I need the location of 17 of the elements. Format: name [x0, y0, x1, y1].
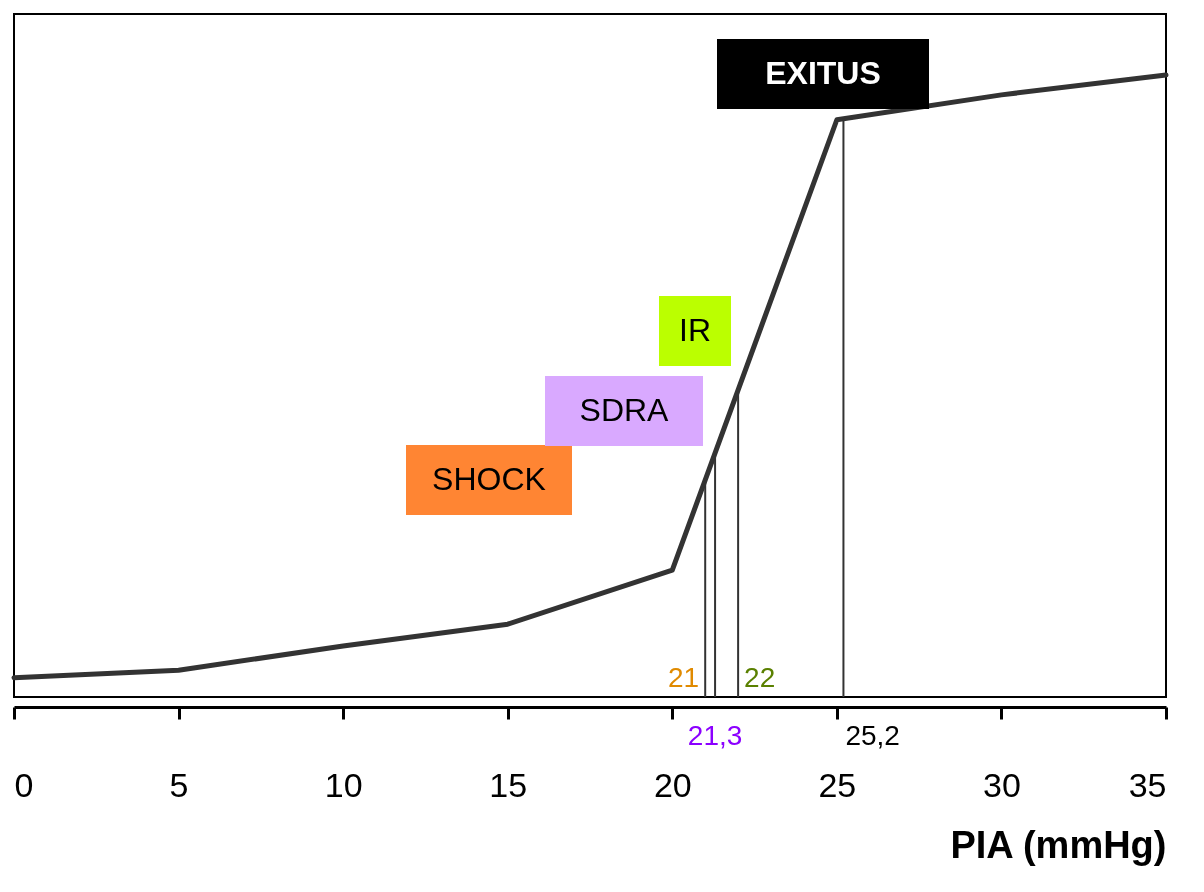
ref-line-label: 22: [744, 662, 776, 693]
x-tick-label: 35: [1128, 765, 1167, 804]
x-tick-label: 25: [818, 765, 857, 804]
ref-line-label: 21: [668, 662, 700, 693]
annotation: IR: [679, 312, 711, 348]
x-tick-label: 30: [983, 765, 1021, 804]
ref-line-label: 25,2: [845, 720, 900, 751]
x-axis-title: PIA (mmHg): [950, 823, 1167, 866]
ref-line-label: 21,3: [687, 720, 743, 751]
x-tick-label: 0: [14, 765, 34, 804]
annotation: SDRA: [579, 392, 670, 428]
x-tick-label: 10: [324, 765, 363, 804]
x-tick-label: 15: [489, 765, 528, 804]
annotation: SHOCK: [432, 461, 546, 497]
annotation: EXITUS: [765, 55, 881, 91]
x-tick-label: 5: [169, 765, 189, 804]
x-tick-label: 20: [653, 765, 692, 804]
